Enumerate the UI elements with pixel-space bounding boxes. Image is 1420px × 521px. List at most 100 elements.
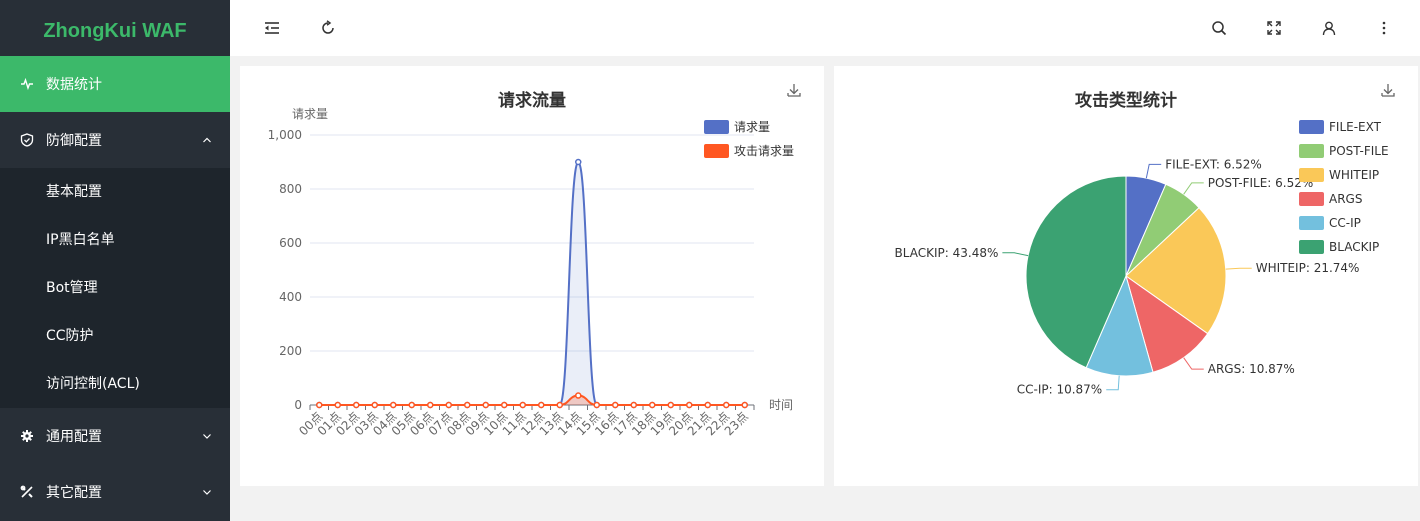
data-point xyxy=(334,401,341,409)
legend-swatch[interactable] xyxy=(704,144,729,158)
series-line xyxy=(319,160,745,406)
data-point xyxy=(686,401,693,409)
refresh-icon[interactable] xyxy=(316,16,340,40)
menu-item-stats-label: 数据统计 xyxy=(46,77,102,93)
data-point xyxy=(741,401,748,409)
submenu-item-cc[interactable]: CC防护 xyxy=(46,328,94,344)
legend-swatch[interactable] xyxy=(1299,216,1324,230)
data-point xyxy=(371,401,378,409)
attack-chart-title: 攻击类型统计 xyxy=(1075,90,1177,111)
attack-type-chart-card: 攻击类型统计 FILE-EXT: 6.52% POST-FILE: 6.52% WH… xyxy=(834,66,1418,486)
data-point xyxy=(593,401,600,409)
top-header xyxy=(230,0,1420,56)
legend-label[interactable]: POST-FILE xyxy=(1329,144,1389,158)
data-point xyxy=(408,401,415,409)
traffic-chart-card: 请求流量 请求量 时间 0 200 400 600 800 1,000 00点 01点 02点… xyxy=(240,66,824,486)
pie-slice-label: FILE-EXT: 6.52% xyxy=(1165,157,1262,171)
pie-label-line xyxy=(1145,163,1162,179)
download-icon[interactable] xyxy=(1381,84,1395,97)
pulse-icon xyxy=(20,77,34,91)
submenu-item-bot[interactable]: Bot管理 xyxy=(46,280,98,296)
pie-label-line xyxy=(1225,267,1252,270)
series-area xyxy=(319,395,745,405)
data-point xyxy=(704,401,711,409)
pie-slice[interactable] xyxy=(1085,274,1154,377)
pie-label-line xyxy=(1183,357,1204,370)
y-tick-label: 600 xyxy=(279,236,302,250)
data-point xyxy=(538,401,545,409)
legend-label[interactable]: BLACKIP xyxy=(1329,240,1379,254)
fullscreen-icon[interactable] xyxy=(1262,16,1286,40)
data-point xyxy=(556,401,563,409)
y-tick-label: 200 xyxy=(279,344,302,358)
pie-label-line xyxy=(1106,375,1120,391)
pie-slice-label: WHITEIP: 21.74% xyxy=(1256,261,1360,275)
data-point xyxy=(390,401,397,409)
legend-swatch[interactable] xyxy=(1299,144,1324,158)
pie-slice-label: ARGS: 10.87% xyxy=(1208,362,1295,376)
y-tick-label: 400 xyxy=(279,290,302,304)
more-icon[interactable] xyxy=(1372,16,1396,40)
legend-label[interactable]: FILE-EXT xyxy=(1329,120,1382,134)
chevron-down-icon xyxy=(203,490,211,495)
data-point xyxy=(723,401,730,409)
tools-icon xyxy=(20,485,34,499)
traffic-chart-title: 请求流量 xyxy=(498,90,566,111)
pie-slice-label: BLACKIP: 43.48% xyxy=(895,246,999,260)
y-tick-label: 1,000 xyxy=(268,128,302,142)
legend-label[interactable]: ARGS xyxy=(1329,192,1362,206)
menu-item-stats[interactable]: 数据统计 xyxy=(0,56,230,112)
data-point xyxy=(427,401,434,409)
legend-swatch[interactable] xyxy=(1299,120,1324,134)
x-axis-label: 时间 xyxy=(769,398,793,412)
data-point xyxy=(575,392,582,399)
pie-label-line xyxy=(1002,252,1029,257)
chevron-down-icon xyxy=(203,434,211,439)
pie-slice[interactable] xyxy=(1125,207,1227,335)
legend-swatch[interactable] xyxy=(1299,192,1324,206)
legend-swatch[interactable] xyxy=(704,120,729,134)
submenu-item-basic[interactable]: 基本配置 xyxy=(46,184,102,200)
gear-icon xyxy=(20,429,34,443)
brand-title: ZhongKui WAF xyxy=(43,20,187,42)
data-point xyxy=(612,401,619,409)
y-axis-label: 请求量 xyxy=(292,107,328,121)
shield-icon xyxy=(20,133,34,147)
pie-slice-label: CC-IP: 10.87% xyxy=(1017,383,1102,397)
menu-item-general-label: 通用配置 xyxy=(46,429,102,445)
legend-label[interactable]: CC-IP xyxy=(1329,216,1361,230)
legend-label[interactable]: WHITEIP xyxy=(1329,168,1379,182)
data-point xyxy=(630,401,637,409)
menu-item-defense-label: 防御配置 xyxy=(46,133,102,149)
menu-fold-icon[interactable] xyxy=(260,16,284,40)
data-point xyxy=(316,401,323,409)
data-point xyxy=(667,401,674,409)
submenu-item-acl[interactable]: 访问控制(ACL) xyxy=(46,376,140,392)
data-point xyxy=(649,401,656,409)
menu-item-defense[interactable]: 防御配置 xyxy=(0,112,230,168)
data-point xyxy=(482,401,489,409)
legend-label[interactable]: 攻击请求量 xyxy=(734,144,794,158)
data-point xyxy=(575,158,582,166)
legend-swatch[interactable] xyxy=(1299,240,1324,254)
submenu-defense: 基本配置 IP黑白名单 Bot管理 CC防护 访问控制(ACL) xyxy=(0,168,230,408)
submenu-item-ip-list[interactable]: IP黑白名单 xyxy=(46,232,115,248)
download-icon[interactable] xyxy=(787,84,801,97)
data-point xyxy=(464,401,471,409)
legend-label[interactable]: 请求量 xyxy=(734,120,770,134)
menu-item-general[interactable]: 通用配置 xyxy=(0,408,230,464)
menu-item-other[interactable]: 其它配置 xyxy=(0,464,230,520)
menu-item-other-label: 其它配置 xyxy=(46,485,102,501)
pie-label-line xyxy=(1183,182,1204,195)
pie-slice[interactable] xyxy=(1025,175,1127,369)
attack-type-chart: 攻击类型统计 FILE-EXT: 6.52% POST-FILE: 6.52% WH… xyxy=(895,84,1395,397)
sidebar: ZhongKui WAF 数据统计 防御配置 基本配置 IP黑白名单 Bot管理… xyxy=(0,0,230,521)
chevron-up-icon xyxy=(203,137,211,143)
search-icon[interactable] xyxy=(1207,16,1231,40)
series-area xyxy=(319,162,745,405)
y-tick-label: 0 xyxy=(294,398,302,412)
data-point xyxy=(501,401,508,409)
legend-swatch[interactable] xyxy=(1299,168,1324,182)
user-icon[interactable] xyxy=(1317,16,1341,40)
